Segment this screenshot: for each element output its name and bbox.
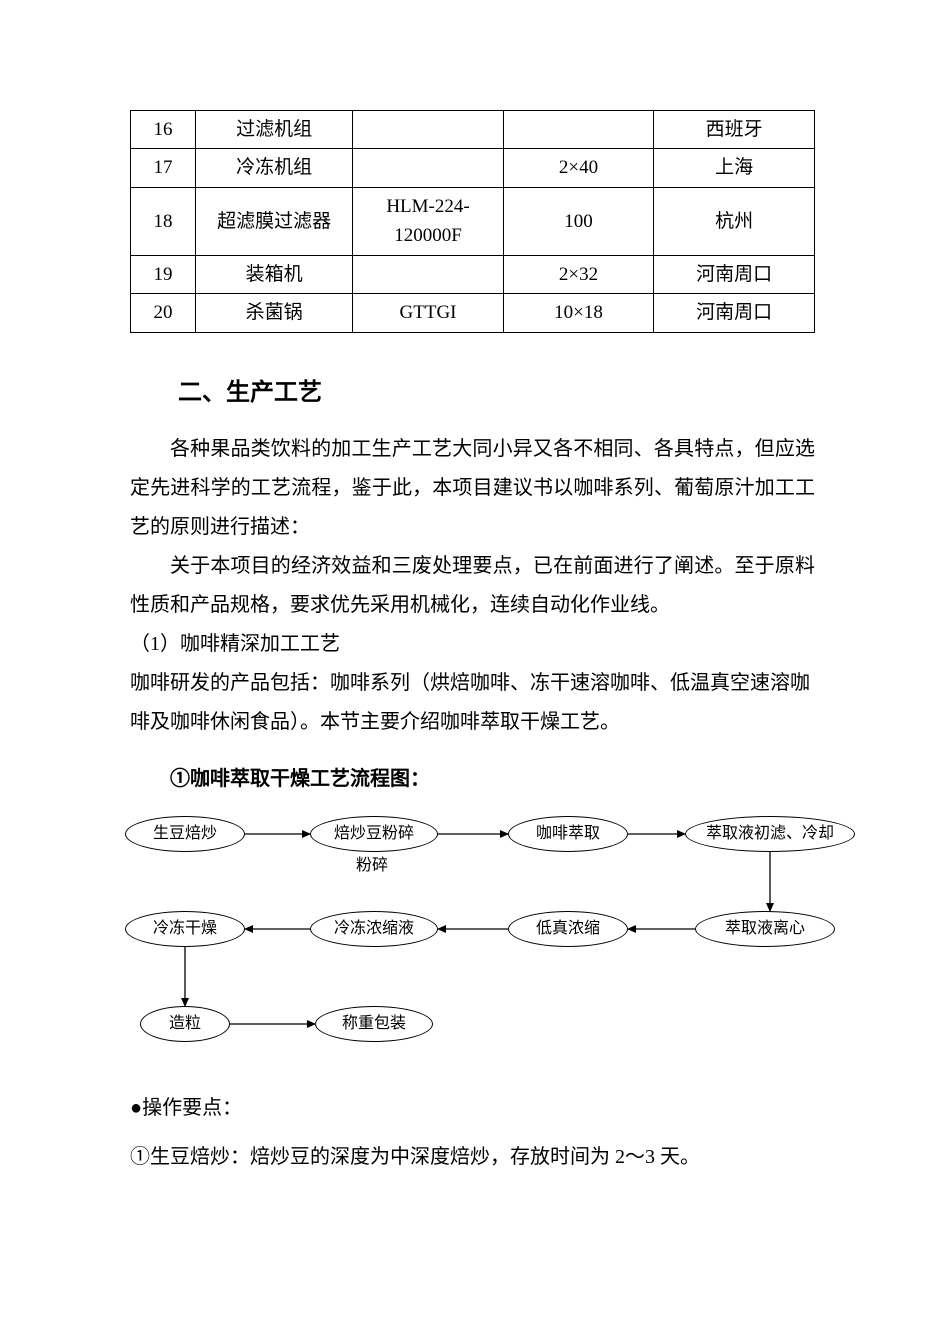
flow-node-n1: 生豆焙炒 <box>125 816 245 852</box>
table-cell: 17 <box>131 149 196 187</box>
flow-node-n7: 冷冻浓缩液 <box>310 911 438 947</box>
flowchart: 生豆焙炒焙炒豆粉碎咖啡萃取萃取液初滤、冷却萃取液离心低真浓缩冷冻浓缩液冷冻干燥造… <box>130 811 850 1071</box>
table-row: 18超滤膜过滤器HLM-224-120000F100杭州 <box>131 187 815 255</box>
flow-node-n4: 萃取液初滤、冷却 <box>685 816 855 852</box>
paragraph-4: 咖啡研发的产品包括：咖啡系列（烘焙咖啡、冻干速溶咖啡、低温真空速溶咖啡及咖啡休闲… <box>130 664 815 742</box>
table-row: 17冷冻机组 2×40上海 <box>131 149 815 187</box>
ops-header: ●操作要点： <box>130 1089 815 1128</box>
table-cell: 西班牙 <box>654 111 815 149</box>
table-row: 20杀菌锅GTTGI10×18河南周口 <box>131 294 815 332</box>
table-cell <box>353 111 503 149</box>
table-cell: 2×40 <box>503 149 653 187</box>
table-cell: 过滤机组 <box>195 111 352 149</box>
table-cell: 杀菌锅 <box>195 294 352 332</box>
table-row: 16过滤机组 西班牙 <box>131 111 815 149</box>
flowchart-title: ①咖啡萃取干燥工艺流程图： <box>130 760 815 799</box>
table-cell: 16 <box>131 111 196 149</box>
ops-item-1: ①生豆焙炒：焙炒豆的深度为中深度焙炒，存放时间为 2～3 天。 <box>130 1138 815 1177</box>
table-cell: 100 <box>503 187 653 255</box>
flow-node-n9: 造粒 <box>140 1006 230 1042</box>
flow-node-n6: 低真浓缩 <box>508 911 628 947</box>
table-cell: 上海 <box>654 149 815 187</box>
table-cell <box>503 111 653 149</box>
table-cell: 冷冻机组 <box>195 149 352 187</box>
table-cell: 超滤膜过滤器 <box>195 187 352 255</box>
flow-node-n10: 称重包装 <box>315 1006 433 1042</box>
table-cell: 20 <box>131 294 196 332</box>
table-cell <box>353 255 503 293</box>
flow-node-n8: 冷冻干燥 <box>125 911 245 947</box>
equipment-table: 16过滤机组西班牙17冷冻机组2×40上海18超滤膜过滤器HLM-224-120… <box>130 110 815 333</box>
paragraph-1: 各种果品类饮料的加工生产工艺大同小异又各不相同、各具特点，但应选定先进科学的工艺… <box>130 430 815 547</box>
table-cell: 河南周口 <box>654 255 815 293</box>
table-cell: 装箱机 <box>195 255 352 293</box>
flow-node-n5: 萃取液离心 <box>695 911 835 947</box>
table-cell: 河南周口 <box>654 294 815 332</box>
flow-node-n3: 咖啡萃取 <box>508 816 628 852</box>
table-cell: 18 <box>131 187 196 255</box>
table-cell: GTTGI <box>353 294 503 332</box>
table-cell: 2×32 <box>503 255 653 293</box>
flow-stray-label: 粉碎 <box>356 851 388 875</box>
table-row: 19装箱机 2×32河南周口 <box>131 255 815 293</box>
table-cell: 10×18 <box>503 294 653 332</box>
table-cell: 杭州 <box>654 187 815 255</box>
table-cell: HLM-224-120000F <box>353 187 503 255</box>
flow-node-n2: 焙炒豆粉碎 <box>310 816 438 852</box>
table-cell: 19 <box>131 255 196 293</box>
section-heading: 二、生产工艺 <box>130 371 815 417</box>
paragraph-2: 关于本项目的经济效益和三废处理要点，已在前面进行了阐述。至于原料性质和产品规格，… <box>130 547 815 625</box>
subheading-1: （1）咖啡精深加工工艺 <box>130 625 815 664</box>
table-cell <box>353 149 503 187</box>
